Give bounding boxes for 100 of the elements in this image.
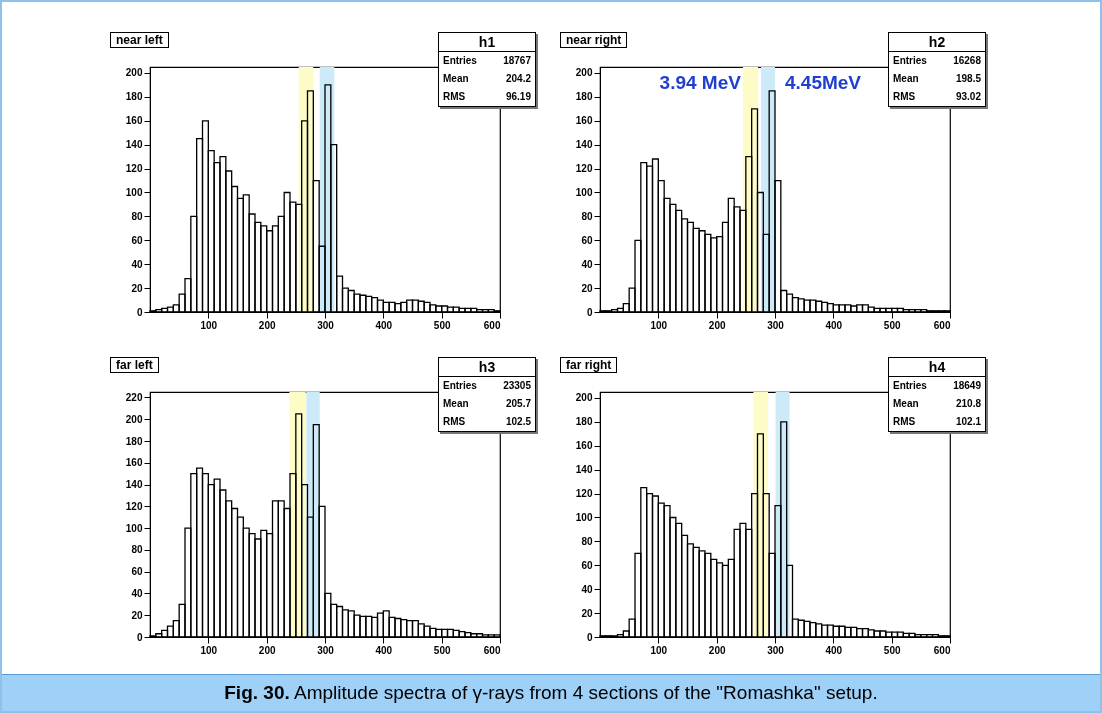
text: 18649 [953, 379, 981, 393]
y-tick-label: 160 [575, 115, 593, 127]
y-tick-label: 120 [125, 163, 143, 175]
chart-title: far right [560, 357, 618, 373]
x-tick-label: 200 [708, 644, 726, 656]
x-tick-label: 100 [200, 319, 218, 331]
y-tick-label: 180 [575, 91, 593, 103]
x-tick-label: 500 [433, 319, 451, 331]
y-tick-label: 120 [125, 500, 143, 512]
y-tick-label: 160 [125, 457, 143, 469]
band-label: 3.94 MeV [659, 72, 741, 94]
annotation: Mean [443, 72, 469, 86]
chart-title: near right [560, 32, 628, 48]
x-tick-label: 400 [825, 319, 843, 331]
y-tick-label: 200 [575, 67, 593, 79]
x-tick-label: 400 [375, 644, 393, 656]
x-tick-label: 500 [883, 319, 901, 331]
x-tick-label: 100 [650, 319, 668, 331]
text: 16268 [953, 54, 981, 68]
x-tick-label: 200 [258, 644, 276, 656]
y-tick-label: 180 [125, 435, 143, 447]
annotation: RMS [443, 415, 466, 429]
y-tick-label: 140 [125, 139, 143, 151]
x-tick-label: 400 [375, 319, 393, 331]
y-tick-label: 140 [125, 479, 143, 491]
y-tick-label: 80 [581, 535, 593, 547]
y-tick-label: 180 [575, 416, 593, 428]
x-tick-label: 400 [825, 644, 843, 656]
y-tick-label: 200 [125, 67, 143, 79]
text: Entries [893, 54, 927, 68]
y-tick-label: 40 [131, 587, 143, 599]
y-tick-label: 0 [586, 631, 593, 643]
annotation: Mean [893, 397, 919, 411]
text: 102.1 [955, 415, 981, 429]
text: h2 [889, 33, 985, 52]
text: Entries [893, 379, 927, 393]
text: h4 [889, 358, 985, 377]
y-tick-label: 180 [125, 91, 143, 103]
x-tick-label: 100 [200, 644, 218, 656]
y-tick-label: 20 [131, 282, 143, 294]
y-tick-label: 20 [581, 282, 593, 294]
annotation: RMS [893, 90, 916, 104]
y-tick-label: 160 [575, 440, 593, 452]
x-tick-label: 300 [767, 319, 785, 331]
y-tick-label: 200 [125, 413, 143, 425]
y-tick-label: 200 [575, 392, 593, 404]
y-tick-label: 20 [131, 609, 143, 621]
x-tick-label: 500 [433, 644, 451, 656]
text: 210.8 [955, 397, 981, 411]
x-tick-label: 100 [650, 644, 668, 656]
text: 205.7 [505, 397, 531, 411]
y-tick-label: 40 [131, 258, 143, 270]
y-tick-label: 40 [581, 583, 593, 595]
text: Entries [443, 54, 477, 68]
y-tick-label: 220 [125, 391, 143, 403]
text: Entries [443, 379, 477, 393]
y-tick-label: 100 [575, 511, 593, 523]
y-tick-label: 0 [586, 306, 593, 318]
text: 18767 [503, 54, 531, 68]
text: 102.5 [505, 415, 531, 429]
y-tick-label: 100 [125, 186, 143, 198]
y-tick-label: 0 [136, 631, 143, 643]
y-tick-label: 20 [581, 607, 593, 619]
caption: Fig. 30. Amplitude spectra of γ-rays from 4 sections of the "Romashka" setup. [2, 674, 1100, 711]
y-tick-label: 140 [575, 139, 593, 151]
text: h1 [439, 33, 535, 52]
y-tick-label: 120 [575, 488, 593, 500]
annotation: Mean [893, 72, 919, 86]
y-tick-label: 100 [575, 186, 593, 198]
chart-title: near left [110, 32, 169, 48]
text: 23305 [503, 379, 531, 393]
y-tick-label: 60 [581, 234, 593, 246]
chart-title: far left [110, 357, 159, 373]
x-tick-label: 300 [767, 644, 785, 656]
y-tick-label: 160 [125, 115, 143, 127]
x-tick-label: 500 [883, 644, 901, 656]
text: h3 [439, 358, 535, 377]
text: 96.19 [505, 90, 531, 104]
y-tick-label: 60 [581, 559, 593, 571]
x-tick-label: 600 [483, 644, 501, 656]
y-tick-label: 80 [131, 544, 143, 556]
x-tick-label: 300 [317, 319, 335, 331]
x-tick-label: 600 [933, 319, 951, 331]
y-tick-label: 140 [575, 464, 593, 476]
annotation: Mean [443, 397, 469, 411]
text: 204.2 [505, 72, 531, 86]
x-tick-label: 200 [708, 319, 726, 331]
text: 93.02 [955, 90, 981, 104]
x-tick-label: 600 [483, 319, 501, 331]
y-tick-label: 60 [131, 566, 143, 578]
y-tick-label: 100 [125, 522, 143, 534]
annotation: RMS [443, 90, 466, 104]
text: 198.5 [955, 72, 981, 86]
x-tick-label: 600 [933, 644, 951, 656]
x-tick-label: 200 [258, 319, 276, 331]
y-tick-label: 60 [131, 234, 143, 246]
y-tick-label: 80 [131, 210, 143, 222]
x-tick-label: 300 [317, 644, 335, 656]
y-tick-label: 80 [581, 210, 593, 222]
y-tick-label: 120 [575, 163, 593, 175]
